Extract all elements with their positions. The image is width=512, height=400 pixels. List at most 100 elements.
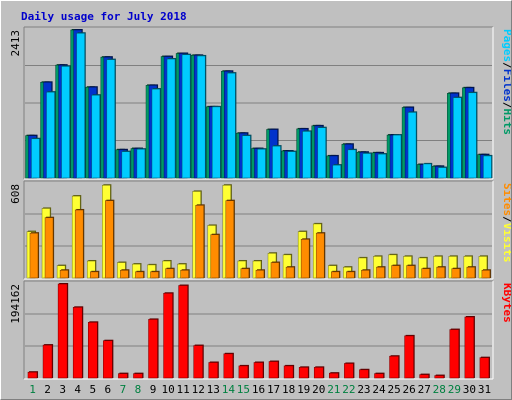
panel-kbytes: 194162 KBytes [9,280,511,380]
x-tick-label-day-13: 13 [207,383,220,396]
bar-pages-day-18 [287,150,297,179]
panel-hits: 2413 Pages/Files/Hits [9,26,511,180]
bar-kbytes-day-31 [479,356,490,379]
bar-pages-day-16 [257,148,267,179]
bar-kbytes-day-12 [193,344,204,379]
bar-pages-day-9 [151,88,162,179]
bar-pages-day-19 [302,130,312,179]
bar-kbytes-day-29 [449,328,460,379]
bar-pages-day-22 [347,148,357,179]
bar-pages-day-14 [227,72,237,179]
bar-kbytes-day-23 [359,368,370,379]
bar-sites-day-28 [436,266,446,279]
x-tick-label-day-15: 15 [237,383,250,396]
x-tick-label-day-25: 25 [387,383,400,396]
x-axis-day-labels: 1 2 3 4 5 6 7 8 9 10 11 12 13 14 15 16 17 18 19 20 21 22 23 24 2… [29,383,491,396]
x-tick-label-day-30: 30 [463,383,476,396]
bar-kbytes-day-1 [27,371,39,379]
bar-sites-day-12 [195,204,205,279]
bar-kbytes-day-8 [133,372,144,379]
bar-kbytes-day-27 [419,373,430,379]
bar-pages-day-12 [196,54,207,179]
bar-kbytes-day-22 [344,362,355,379]
bar-pages-day-2 [46,91,56,179]
bar-kbytes-day-13 [208,361,219,379]
bar-kbytes-day-28 [434,374,445,379]
bar-sites-day-20 [315,232,326,279]
x-tick-label-day-7: 7 [120,383,127,396]
bar-sites-day-2 [44,216,55,279]
bar-pages-day-7 [121,150,131,179]
bar-pages-day-13 [212,105,222,179]
x-tick-label-day-24: 24 [372,383,386,396]
bar-kbytes-day-6 [103,339,114,379]
bar-sites-day-29 [451,267,461,279]
bar-kbytes-day-2 [42,344,54,379]
bar-sites-day-5 [89,270,100,279]
bar-sites-day-21 [331,270,341,279]
bar-sites-day-22 [346,270,356,279]
bar-kbytes-day-4 [72,306,84,379]
x-tick-label-day-26: 26 [403,383,416,396]
x-tick-label-day-6: 6 [105,383,112,396]
bar-pages-day-23 [362,152,372,179]
x-tick-label-day-2: 2 [44,383,51,396]
bar-sites-day-4 [74,208,85,279]
bar-kbytes-day-24 [374,372,385,379]
bar-sites-day-23 [361,269,371,279]
x-tick-label-day-19: 19 [297,383,310,396]
x-tick-label-day-27: 27 [418,383,431,396]
x-tick-label-day-21: 21 [327,383,340,396]
bar-sites-day-18 [285,266,296,279]
bar-kbytes-day-25 [389,355,400,379]
side-legend-kbytes: KBytes [501,283,511,323]
bar-kbytes-day-15 [238,364,249,379]
x-tick-label-day-5: 5 [89,383,96,396]
x-tick-label-day-14: 14 [222,383,236,396]
x-tick-label-day-4: 4 [74,383,81,396]
bar-pages-day-24 [377,153,388,179]
bar-sites-day-16 [255,269,265,279]
y-max-label-hits: 2413 [9,30,22,57]
bar-pages-day-10 [166,58,177,179]
bar-kbytes-day-3 [57,283,69,379]
bar-kbytes-day-26 [404,334,415,379]
bar-pages-day-15 [242,134,252,179]
bar-kbytes-day-18 [283,364,295,379]
bar-kbytes-day-20 [313,366,325,379]
x-tick-label-day-9: 9 [150,383,157,396]
bar-sites-day-26 [406,264,416,279]
side-legend-hits: Pages/Files/Hits [501,29,511,135]
bar-sites-day-31 [481,269,491,279]
x-tick-label-day-28: 28 [433,383,446,396]
x-tick-label-day-18: 18 [282,383,295,396]
bar-kbytes-day-9 [148,318,159,379]
bar-pages-day-30 [468,91,478,179]
bar-kbytes-day-10 [163,292,174,379]
bar-kbytes-day-30 [464,315,475,379]
x-tick-label-day-12: 12 [192,383,205,396]
bar-sites-day-15 [240,267,250,279]
bar-kbytes-day-11 [178,284,189,379]
bar-kbytes-day-19 [298,366,310,379]
bar-pages-day-6 [106,58,116,179]
x-tick-label-day-17: 17 [267,383,280,396]
bar-pages-day-17 [272,145,282,179]
bar-sites-day-27 [421,267,431,279]
x-tick-label-day-20: 20 [312,383,325,396]
x-tick-label-day-16: 16 [252,383,265,396]
bar-pages-day-27 [422,162,433,179]
bar-sites-day-14 [225,199,235,279]
bar-kbytes-day-14 [223,352,234,379]
bar-pages-day-3 [61,65,71,179]
chart-panels: 2413 Pages/Files/Hits 608 Sites/Visits 19416… [9,26,511,380]
x-tick-label-day-29: 29 [448,383,461,396]
bar-pages-day-29 [453,96,463,179]
bar-pages-day-1 [31,137,41,179]
bar-kbytes-day-7 [118,372,129,379]
bar-pages-day-4 [76,32,86,179]
x-tick-label-day-10: 10 [161,383,174,396]
bar-sites-day-7 [120,269,130,279]
